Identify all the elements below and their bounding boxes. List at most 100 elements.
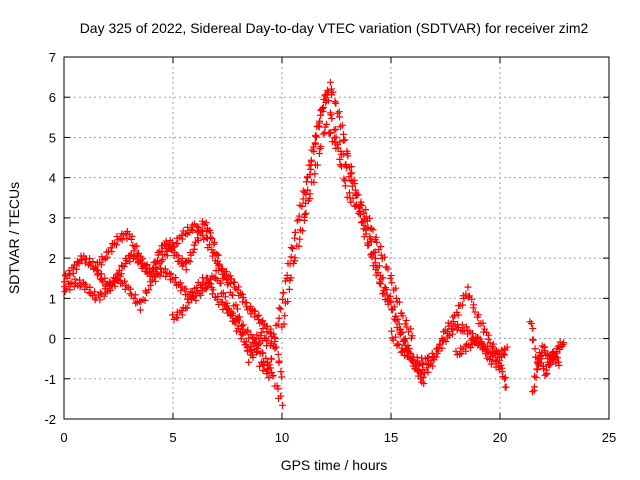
data-point	[388, 279, 396, 287]
data-point	[207, 229, 215, 237]
data-point	[238, 322, 246, 330]
data-point	[279, 401, 287, 409]
data-point	[306, 171, 314, 179]
data-point	[310, 178, 318, 186]
data-point	[338, 121, 346, 129]
data-point	[480, 325, 488, 333]
data-point	[184, 257, 192, 265]
data-point	[315, 123, 323, 131]
data-point	[392, 294, 400, 302]
data-point	[421, 369, 429, 377]
data-point	[358, 202, 366, 210]
data-point	[469, 329, 477, 337]
data-point	[377, 243, 385, 251]
y-tick-label: 2	[49, 251, 56, 266]
data-point	[243, 299, 251, 307]
data-point	[120, 263, 128, 271]
data-point	[529, 336, 537, 344]
data-point	[70, 283, 78, 291]
data-point	[76, 276, 84, 284]
data-point	[395, 298, 403, 306]
data-point	[193, 228, 201, 236]
data-point	[531, 345, 539, 353]
data-point	[187, 288, 195, 296]
data-point	[340, 130, 348, 138]
data-point	[347, 162, 355, 170]
data-point	[254, 341, 262, 349]
data-point	[275, 314, 283, 322]
data-points	[61, 78, 568, 409]
data-point	[307, 165, 315, 173]
data-point	[217, 265, 225, 273]
data-point	[482, 346, 490, 354]
y-tick-label: 5	[49, 130, 56, 145]
data-point	[389, 306, 397, 314]
data-point	[291, 234, 299, 242]
data-point	[165, 270, 173, 278]
data-point	[432, 353, 440, 361]
data-point	[281, 312, 289, 320]
data-point	[399, 312, 407, 320]
data-point	[126, 252, 134, 260]
data-point	[351, 180, 359, 188]
data-point	[364, 242, 372, 250]
data-point	[285, 285, 293, 293]
data-point	[132, 299, 140, 307]
y-axis: -2 -1 0 1 2 3 4 5 6 7	[44, 50, 609, 427]
data-point	[151, 277, 159, 285]
data-point	[194, 237, 202, 245]
data-point	[344, 152, 352, 160]
y-tick-label: 3	[49, 211, 56, 226]
data-point	[229, 291, 237, 299]
data-point	[96, 296, 104, 304]
data-point	[314, 122, 322, 130]
data-point	[543, 369, 551, 377]
data-point	[302, 190, 310, 198]
data-point	[444, 328, 452, 336]
data-point	[224, 279, 232, 287]
y-tick-label: 7	[49, 50, 56, 65]
data-point	[194, 223, 202, 231]
data-point	[199, 227, 207, 235]
data-point	[270, 342, 278, 350]
data-point	[456, 350, 464, 358]
data-point	[275, 357, 283, 365]
data-point	[296, 235, 304, 243]
data-point	[168, 246, 176, 254]
data-point	[153, 265, 161, 273]
data-point	[539, 362, 547, 370]
data-point	[177, 287, 185, 295]
data-point	[487, 353, 495, 361]
data-point	[75, 260, 83, 268]
plot-frame	[63, 56, 610, 420]
data-point	[452, 347, 460, 355]
data-point	[147, 281, 155, 289]
data-point	[189, 292, 197, 300]
data-point	[339, 150, 347, 158]
data-point	[250, 335, 258, 343]
data-point	[354, 191, 362, 199]
data-point	[268, 368, 276, 376]
data-point	[86, 259, 94, 267]
data-point	[256, 362, 264, 370]
data-point	[133, 242, 141, 250]
data-point	[420, 380, 428, 387]
data-point	[312, 133, 320, 141]
data-point	[381, 253, 389, 261]
data-point	[399, 347, 407, 355]
data-point	[235, 317, 243, 325]
data-point	[332, 125, 340, 133]
data-point	[501, 375, 509, 383]
x-tick-label: 15	[384, 430, 398, 445]
data-point	[401, 320, 409, 328]
data-point	[391, 333, 399, 341]
data-point	[174, 314, 182, 322]
data-point	[502, 383, 510, 391]
data-point	[97, 261, 105, 269]
data-point	[419, 373, 427, 381]
data-point	[257, 329, 265, 337]
data-point	[239, 321, 247, 329]
data-point	[62, 285, 70, 293]
data-point	[436, 340, 444, 348]
data-point	[182, 266, 190, 274]
